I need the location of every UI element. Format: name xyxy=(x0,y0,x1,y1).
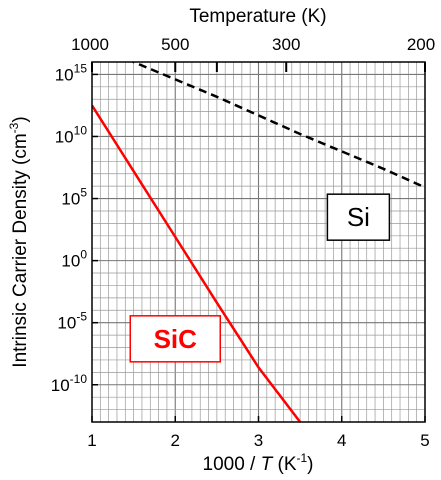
y-tick-label: 100 xyxy=(61,248,87,271)
series-label-box-si xyxy=(326,193,391,241)
y-tick-label: 1010 xyxy=(55,123,88,146)
series-labels: Si SiC xyxy=(129,193,391,363)
y-tick-label: 105 xyxy=(61,186,87,209)
x-axis-title: 1000 / T (K-1) xyxy=(203,451,314,475)
top-tick-label: 1000 xyxy=(71,35,109,54)
y-tick-label: 10-5 xyxy=(57,310,87,333)
series-label-si: Si xyxy=(347,202,370,232)
top-tick-label: 200 xyxy=(407,35,435,54)
axis-ticks: 1 2 3 4 5 1015 1010 105 100 10-5 10-10 1000 500 300 20… xyxy=(51,35,435,450)
x-tick-label: 2 xyxy=(171,431,180,450)
x-tick-label: 3 xyxy=(254,431,263,450)
y-axis-title: Intrinsic Carrier Density (cm-3) xyxy=(7,116,31,367)
series-label-sic: SiC xyxy=(154,324,198,354)
top-axis-title: Temperature (K) xyxy=(189,6,326,27)
x-tick-label: 1 xyxy=(87,431,96,450)
y-tick-label: 1015 xyxy=(55,61,88,84)
y-tick-label: 10-10 xyxy=(51,372,88,395)
x-tick-label: 5 xyxy=(420,431,429,450)
series-line-si xyxy=(130,62,425,189)
series-label-box-sic xyxy=(129,315,221,363)
x-tick-label: 4 xyxy=(337,431,346,450)
top-tick-label: 300 xyxy=(272,35,300,54)
series-lines xyxy=(92,62,425,422)
series-line-sic xyxy=(92,104,302,422)
top-tick-label: 500 xyxy=(161,35,189,54)
